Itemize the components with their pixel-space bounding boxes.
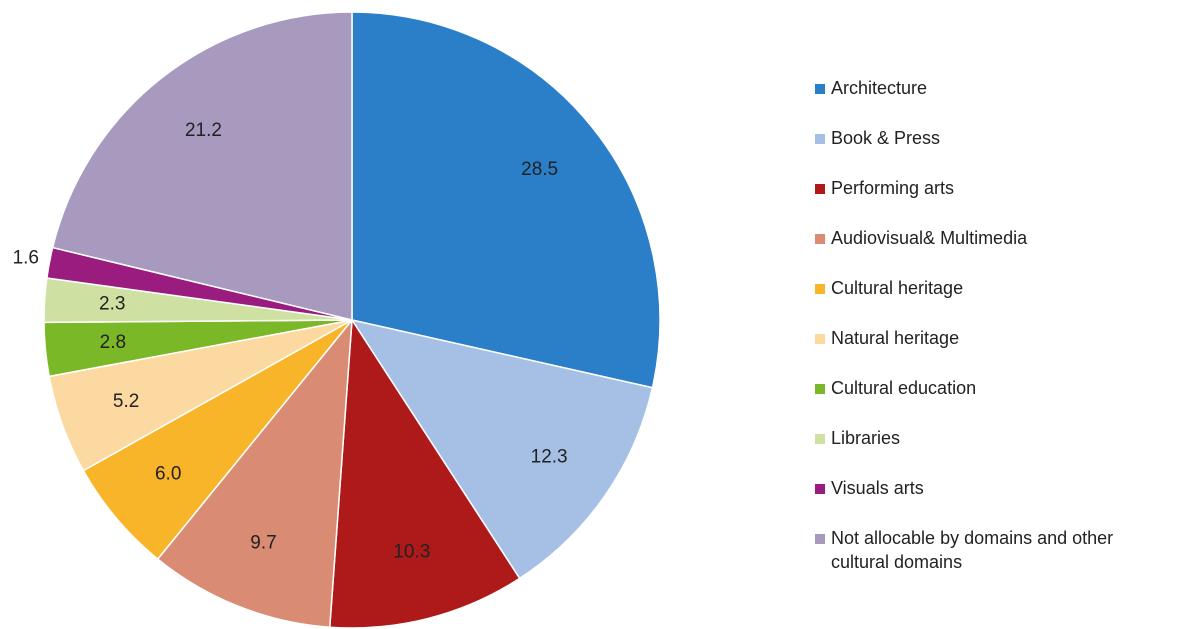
legend-item: Libraries bbox=[815, 426, 1175, 476]
legend-item: Audiovisual& Multimedia bbox=[815, 226, 1175, 276]
data-label: 12.3 bbox=[531, 446, 568, 467]
pie-slice bbox=[351, 11, 661, 389]
legend-swatch bbox=[815, 484, 825, 494]
legend-item: Cultural education bbox=[815, 376, 1175, 426]
data-label: 1.6 bbox=[13, 247, 39, 268]
legend-label: Natural heritage bbox=[831, 328, 960, 348]
legend-swatch bbox=[815, 134, 825, 144]
legend-label: Architecture bbox=[831, 78, 928, 98]
legend-label: Visuals arts bbox=[831, 478, 924, 498]
pie: 28.5 12.3 10.3 9.7 6.0 5.2 2.8 2.3 1.6 21.2 bbox=[13, 11, 661, 629]
legend-label: Cultural heritage bbox=[831, 278, 964, 298]
legend-swatch bbox=[815, 184, 825, 194]
legend-swatch bbox=[815, 284, 825, 294]
legend-swatch bbox=[815, 384, 825, 394]
legend-swatch bbox=[815, 434, 825, 444]
legend-swatch bbox=[815, 84, 825, 94]
legend-label: Audiovisual& Multimedia bbox=[831, 228, 1028, 248]
data-label: 10.3 bbox=[393, 542, 430, 563]
legend-label: Libraries bbox=[831, 428, 901, 448]
pie-slice bbox=[328, 317, 521, 629]
legend-swatch bbox=[815, 334, 825, 344]
legend-swatch bbox=[815, 234, 825, 244]
legend-label: Cultural education bbox=[831, 378, 977, 398]
legend-item: Cultural heritage bbox=[815, 276, 1175, 326]
legend-item: Architecture bbox=[815, 76, 1175, 126]
legend-label: Not allocable by domains and other cultu… bbox=[831, 528, 1114, 572]
pie-slice bbox=[350, 318, 654, 580]
legend-label: Book & Press bbox=[831, 128, 941, 148]
legend-item: Natural heritage bbox=[815, 326, 1175, 376]
data-label: 6.0 bbox=[155, 464, 181, 485]
legend-label: Performing arts bbox=[831, 178, 955, 198]
data-label: 28.5 bbox=[521, 159, 558, 180]
data-label: 2.3 bbox=[99, 294, 125, 315]
data-label: 21.2 bbox=[185, 120, 222, 141]
data-label: 2.8 bbox=[100, 332, 126, 353]
legend-item: Book & Press bbox=[815, 126, 1175, 176]
pie-slice bbox=[51, 11, 353, 321]
legend: Architecture Book & Press Performing arts A… bbox=[815, 76, 1175, 576]
legend-item: Visuals arts bbox=[815, 476, 1175, 526]
legend-swatch bbox=[815, 534, 825, 544]
data-label: 9.7 bbox=[250, 532, 276, 553]
pie-slice bbox=[156, 317, 353, 628]
legend-item: Not allocable by domains and other cultu… bbox=[815, 526, 1175, 576]
legend-item: Performing arts bbox=[815, 176, 1175, 226]
data-label: 5.2 bbox=[113, 391, 139, 412]
